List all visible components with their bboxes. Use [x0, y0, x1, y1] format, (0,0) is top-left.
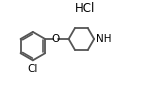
Text: HCl: HCl [75, 2, 95, 15]
Text: O: O [51, 34, 60, 44]
Text: Cl: Cl [28, 64, 38, 74]
Text: NH: NH [96, 34, 111, 44]
